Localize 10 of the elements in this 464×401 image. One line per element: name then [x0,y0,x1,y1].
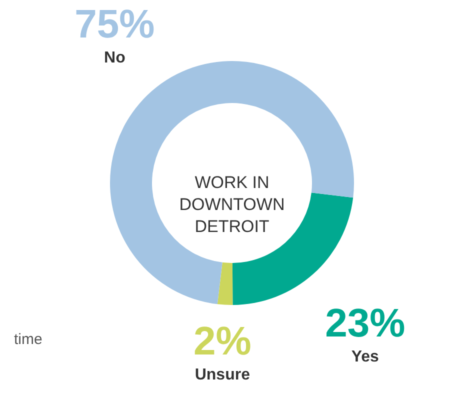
text: time [14,331,42,348]
slice-label: Unsure [194,366,250,384]
data-label: 2% [193,320,252,364]
data-label: 75% [74,2,155,47]
data-label: 23% [325,301,406,346]
text: WORK IN DOWNTOWN DETROIT [179,173,285,236]
donut-slice [110,61,354,304]
donut-slice [217,262,233,305]
slice-label: No [104,50,126,67]
slice-label: Yes [351,348,379,366]
